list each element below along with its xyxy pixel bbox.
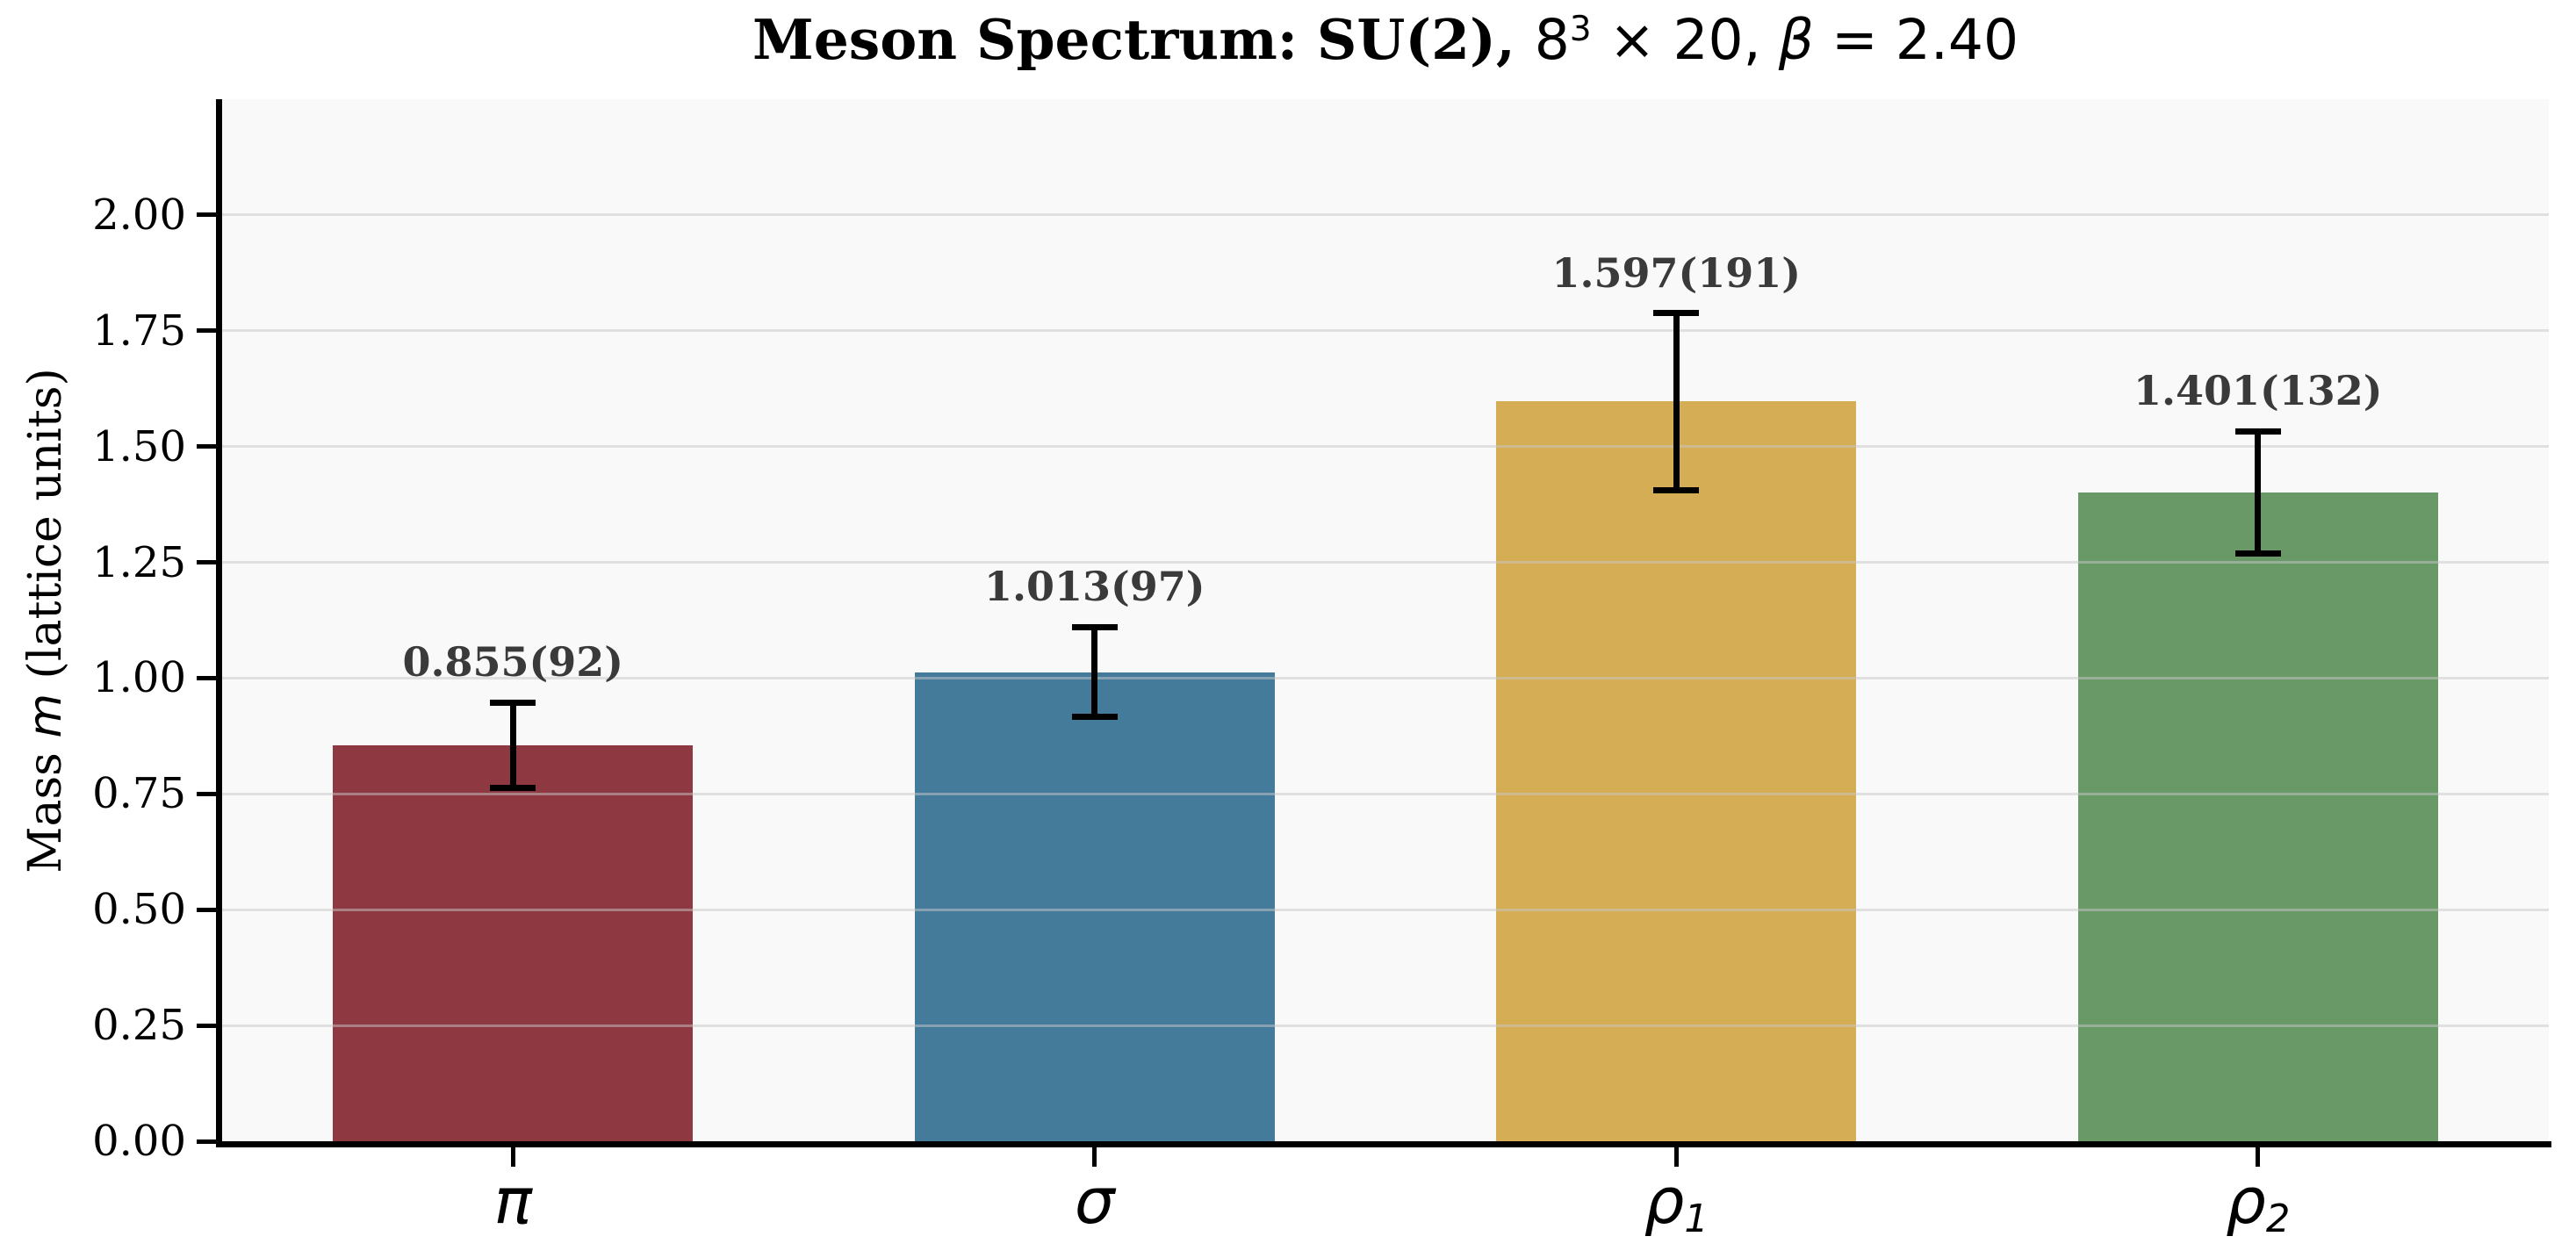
error-bar-line [1091, 627, 1098, 717]
error-bar-cap-bottom [490, 784, 536, 791]
chart-title-part: 8 [1534, 8, 1570, 72]
x-tick-label-base: ρ [2226, 1164, 2266, 1238]
bar-value-label: 0.855(92) [402, 638, 624, 687]
error-bar-cap-top [1071, 623, 1118, 630]
y-tick-mark [197, 212, 216, 218]
y-tick-mark [197, 791, 216, 796]
bar-value-label: 1.401(132) [2133, 367, 2383, 415]
y-tick-label: 1.25 [92, 537, 186, 587]
chart-title-part: × 20, [1591, 8, 1779, 72]
bar-σ [914, 672, 1275, 1141]
y-tick-label: 0.50 [92, 885, 186, 935]
bar-π [333, 744, 694, 1141]
error-bar-cap-bottom [1071, 714, 1118, 721]
error-bar-cap-bottom [1653, 486, 1700, 493]
gridline [222, 561, 2549, 564]
bar-value-label: 1.597(191) [1551, 248, 1802, 297]
x-tick-label-base: π [493, 1164, 532, 1238]
error-bar-cap-bottom [2234, 550, 2281, 557]
x-tick-mark [510, 1147, 515, 1167]
x-tick-mark [1673, 1147, 1679, 1167]
x-tick-label: σ [1075, 1164, 1115, 1238]
chart-title: Meson Spectrum: SU(2), 83 × 20, β = 2.40 [222, 7, 2549, 72]
x-tick-label-subscript: 2 [2265, 1197, 2291, 1241]
x-tick-mark [2256, 1147, 2261, 1167]
y-tick-mark [197, 444, 216, 449]
y-tick-mark [197, 560, 216, 565]
chart-title-part: 3 [1569, 9, 1592, 49]
x-tick-label-base: σ [1074, 1164, 1115, 1238]
x-tick-label: ρ1 [1644, 1164, 1709, 1241]
x-tick-mark [1092, 1147, 1097, 1167]
chart-title-part: = 2.40 [1813, 8, 2019, 72]
gridline [222, 213, 2549, 217]
chart-title-part: Meson Spectrum: SU(2), [752, 7, 1535, 72]
error-bar-cap-top [490, 699, 536, 706]
y-tick-mark [197, 907, 216, 912]
y-tick-mark [197, 675, 216, 680]
error-bar-cap-top [1653, 310, 1700, 317]
y-tick-label: 1.00 [92, 653, 186, 703]
bar-ρ₁ [1496, 401, 1857, 1141]
y-tick-label: 0.75 [92, 769, 186, 819]
y-tick-mark [197, 1023, 216, 1028]
bar-value-label: 1.013(97) [983, 563, 1205, 611]
y-tick-label: 1.75 [92, 306, 186, 356]
y-axis-spine [216, 99, 222, 1147]
gridline [222, 908, 2549, 911]
y-tick-mark [197, 1139, 216, 1144]
gridline [222, 676, 2549, 679]
y-tick-label: 1.50 [92, 421, 186, 471]
error-bar-line [509, 702, 516, 788]
chart-title-part: β [1778, 8, 1814, 72]
gridline [222, 445, 2549, 449]
y-tick-mark [197, 328, 216, 334]
gridline [222, 329, 2549, 333]
y-tick-label: 0.00 [92, 1117, 186, 1166]
gridline [222, 792, 2549, 795]
x-tick-label-subscript: 1 [1684, 1197, 1709, 1241]
x-tick-label: π [494, 1164, 532, 1238]
error-bar-line [2255, 431, 2262, 554]
y-tick-label: 0.25 [92, 1001, 186, 1051]
bar-ρ₂ [2077, 492, 2438, 1141]
x-tick-label: ρ2 [2226, 1164, 2291, 1241]
error-bar-cap-top [2234, 428, 2281, 435]
y-tick-label: 2.00 [92, 190, 186, 240]
x-axis-spine [216, 1141, 2551, 1147]
gridline [222, 1024, 2549, 1027]
error-bar-line [1673, 313, 1680, 491]
y-axis-label-part: (lattice units) [19, 368, 72, 694]
x-tick-label-base: ρ [1644, 1164, 1685, 1238]
